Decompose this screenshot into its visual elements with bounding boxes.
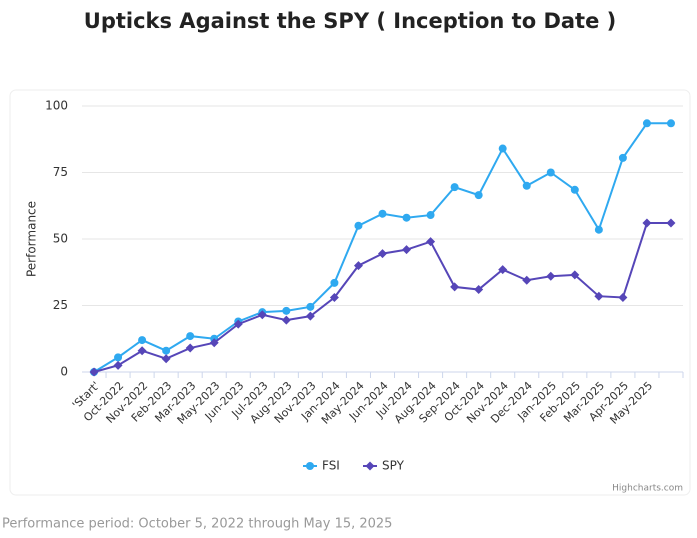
point	[594, 225, 603, 234]
y-tick-label: 50	[53, 232, 68, 246]
y-tick-label: 25	[53, 298, 68, 312]
point	[113, 360, 123, 370]
point	[426, 237, 436, 247]
credits[interactable]: Highcharts.com	[612, 484, 683, 494]
point	[257, 310, 267, 320]
point	[618, 293, 628, 303]
legend-label: FSI	[322, 459, 340, 473]
point	[162, 346, 171, 355]
legend-label: SPY	[382, 459, 405, 473]
chart-title: Upticks Against the SPY ( Inception to D…	[84, 9, 616, 33]
footer: Performance period: October 5, 2022 thro…	[2, 517, 392, 532]
point	[282, 306, 291, 315]
legend-marker	[365, 461, 375, 471]
point	[426, 211, 435, 220]
point	[594, 291, 604, 301]
point	[353, 261, 363, 271]
point	[474, 191, 483, 200]
point	[546, 271, 556, 281]
point	[498, 265, 508, 275]
point	[402, 213, 411, 222]
legend-item[interactable]: SPY	[363, 459, 405, 473]
y-tick-label: 100	[45, 99, 68, 113]
point	[306, 302, 315, 311]
point	[450, 183, 459, 192]
point	[185, 343, 195, 353]
y-tick-label: 75	[53, 165, 68, 179]
point	[450, 282, 460, 292]
point	[354, 221, 363, 230]
point	[522, 275, 532, 285]
point	[89, 367, 99, 377]
point	[642, 218, 652, 228]
point	[570, 185, 579, 194]
point	[137, 346, 147, 356]
y-axis-label: Performance	[25, 201, 39, 277]
point	[233, 319, 243, 329]
y-tick-label: 0	[60, 365, 68, 379]
point	[546, 168, 555, 177]
point	[378, 209, 387, 218]
point	[666, 119, 675, 128]
point	[186, 332, 195, 341]
point	[618, 153, 627, 162]
point	[209, 338, 219, 348]
legend-item[interactable]: FSI	[303, 459, 340, 473]
point	[570, 270, 580, 280]
legend-marker	[306, 462, 314, 470]
point	[474, 285, 484, 295]
point	[114, 353, 123, 362]
point	[666, 218, 676, 228]
point	[305, 311, 315, 321]
point	[402, 245, 412, 255]
point	[138, 336, 147, 345]
point	[329, 293, 339, 303]
point	[330, 278, 339, 287]
chart-card	[9, 89, 691, 496]
point	[281, 315, 291, 325]
point	[642, 119, 651, 128]
point	[522, 181, 531, 190]
point	[161, 354, 171, 364]
point	[498, 144, 507, 153]
point	[378, 249, 387, 259]
